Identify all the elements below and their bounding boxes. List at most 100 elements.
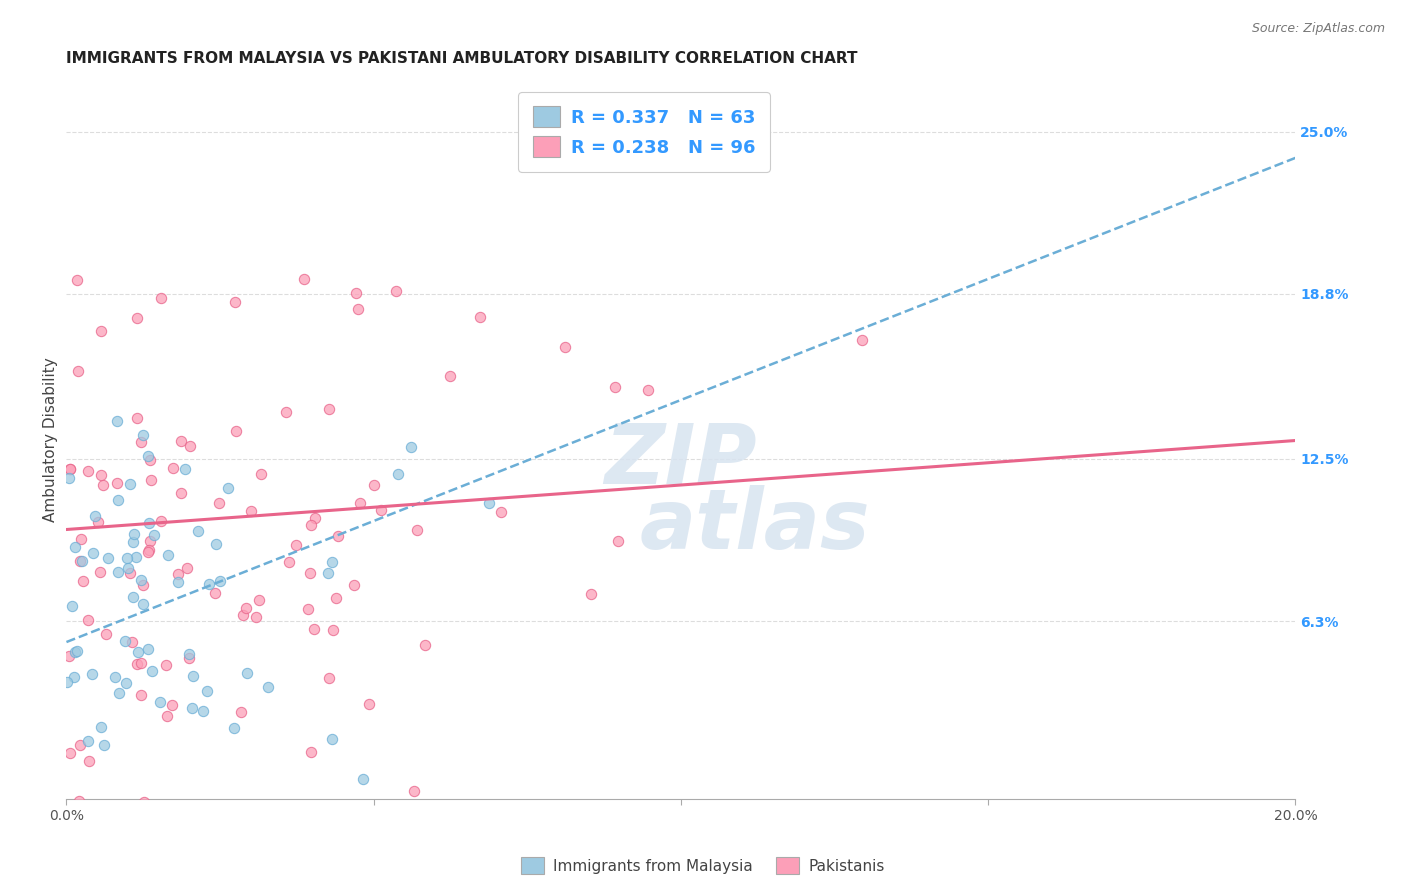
Point: [191, 704, 214, 718]
Point: [278, 555, 301, 569]
Legend: Immigrants from Malaysia, Pakistanis: Immigrants from Malaysia, Pakistanis: [515, 851, 891, 880]
Point: [59, 462, 82, 476]
Point: [132, 427, 155, 442]
Point: [204, 586, 226, 600]
Point: [141, 665, 163, 679]
Point: [149, 514, 172, 528]
Point: [160, 698, 183, 713]
Point: [105, 476, 128, 491]
Point: [187, 524, 209, 538]
Point: [318, 402, 340, 417]
Point: [139, 452, 162, 467]
Point: [170, 434, 193, 449]
Point: [114, 676, 136, 690]
Point: [63, 645, 86, 659]
Point: [69, 738, 91, 752]
Point: [325, 591, 347, 606]
Point: [134, 795, 156, 809]
Point: [387, 467, 409, 482]
Point: [138, 516, 160, 530]
Point: [139, 473, 162, 487]
Point: [370, 503, 392, 517]
Point: [294, 271, 316, 285]
Point: [63, 670, 86, 684]
Point: [288, 817, 311, 831]
Point: [439, 368, 461, 383]
Point: [156, 548, 179, 562]
Point: [322, 624, 344, 638]
Point: [297, 602, 319, 616]
Point: [413, 638, 436, 652]
Point: [399, 440, 422, 454]
Point: [607, 534, 630, 549]
Point: [59, 837, 82, 851]
Point: [207, 496, 229, 510]
Point: [346, 301, 368, 316]
Point: [59, 746, 82, 760]
Point: [72, 554, 94, 568]
Point: [120, 476, 142, 491]
Point: [89, 566, 111, 580]
Point: [302, 622, 325, 636]
Point: [90, 720, 112, 734]
Point: [79, 755, 101, 769]
Point: [138, 449, 160, 463]
Point: [197, 576, 219, 591]
Point: [156, 708, 179, 723]
Point: [59, 462, 82, 476]
Point: [69, 532, 91, 546]
Point: [129, 574, 152, 588]
Point: [285, 538, 308, 552]
Point: [183, 669, 205, 683]
Text: Source: ZipAtlas.com: Source: ZipAtlas.com: [1251, 22, 1385, 36]
Point: [139, 533, 162, 548]
Point: [66, 644, 89, 658]
Point: [67, 364, 90, 378]
Point: [176, 561, 198, 575]
Point: [127, 657, 149, 672]
Point: [179, 439, 201, 453]
Point: [406, 523, 429, 537]
Point: [76, 613, 98, 627]
Point: [235, 665, 257, 680]
Point: [131, 434, 153, 449]
Point: [349, 496, 371, 510]
Point: [132, 597, 155, 611]
Point: [77, 464, 100, 478]
Point: [55, 674, 77, 689]
Point: [222, 721, 245, 735]
Legend: R = 0.337   N = 63, R = 0.238   N = 96: R = 0.337 N = 63, R = 0.238 N = 96: [519, 92, 769, 171]
Point: [174, 462, 197, 476]
Point: [127, 644, 149, 658]
Point: [124, 527, 146, 541]
Point: [162, 461, 184, 475]
Point: [468, 310, 491, 325]
Point: [321, 556, 343, 570]
Point: [77, 734, 100, 748]
Point: [208, 574, 231, 588]
Point: [149, 695, 172, 709]
Point: [235, 600, 257, 615]
Point: [225, 424, 247, 438]
Point: [117, 561, 139, 575]
Point: [90, 468, 112, 483]
Point: [299, 518, 322, 533]
Point: [131, 688, 153, 702]
Point: [62, 599, 84, 613]
Point: [107, 492, 129, 507]
Point: [136, 545, 159, 559]
Point: [108, 686, 131, 700]
Point: [343, 578, 366, 592]
Point: [304, 510, 326, 524]
Point: [82, 545, 104, 559]
Point: [321, 732, 343, 747]
Y-axis label: Ambulatory Disability: Ambulatory Disability: [44, 357, 58, 522]
Point: [80, 666, 103, 681]
Point: [136, 641, 159, 656]
Point: [205, 537, 228, 551]
Point: [299, 745, 322, 759]
Point: [87, 515, 110, 529]
Point: [553, 340, 575, 354]
Point: [114, 633, 136, 648]
Point: [122, 534, 145, 549]
